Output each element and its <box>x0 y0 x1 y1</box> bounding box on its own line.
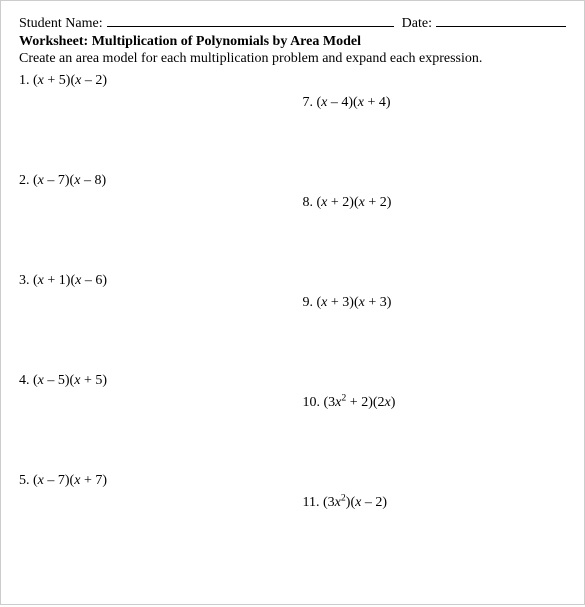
problem-number: 4. <box>19 373 30 388</box>
problem-number: 2. <box>19 173 30 188</box>
problem-9: 9. (x + 3)(x + 3) <box>303 295 567 395</box>
problem-number: 7. <box>303 95 314 110</box>
problem-4: 4. (x – 5)(x + 5) <box>19 373 283 473</box>
problem-expression: (x + 1)(x – 6) <box>33 273 107 288</box>
left-column: 1. (x + 5)(x – 2) 2. (x – 7)(x – 8) 3. (… <box>19 73 283 595</box>
problem-expression: (3x2)(x – 2) <box>323 495 387 510</box>
problem-number: 1. <box>19 73 30 88</box>
problem-3: 3. (x + 1)(x – 6) <box>19 273 283 373</box>
problem-10: 10. (3x2 + 2)(2x) <box>303 395 567 495</box>
right-column: 7. (x – 4)(x + 4) 8. (x + 2)(x + 2) 9. (… <box>303 73 567 595</box>
worksheet-instructions: Create an area model for each multiplica… <box>19 51 566 67</box>
problem-2: 2. (x – 7)(x – 8) <box>19 173 283 273</box>
problem-7: 7. (x – 4)(x + 4) <box>303 95 567 195</box>
student-name-label: Student Name: <box>19 16 103 32</box>
problem-number: 3. <box>19 273 30 288</box>
problem-1: 1. (x + 5)(x – 2) <box>19 73 283 173</box>
problem-number: 8. <box>303 195 314 210</box>
problem-expression: (3x2 + 2)(2x) <box>324 395 396 410</box>
date-blank[interactable] <box>436 13 566 27</box>
problem-expression: (x + 5)(x – 2) <box>33 73 107 88</box>
problem-number: 10. <box>303 395 321 410</box>
worksheet-title: Worksheet: Multiplication of Polynomials… <box>19 34 566 50</box>
date-label: Date: <box>402 16 432 32</box>
problem-expression: (x – 7)(x + 7) <box>33 473 107 488</box>
problem-expression: (x – 5)(x + 5) <box>33 373 107 388</box>
student-name-blank[interactable] <box>107 13 394 27</box>
problem-number: 11. <box>303 495 320 510</box>
worksheet-page: Student Name: Date: Worksheet: Multiplic… <box>1 1 584 607</box>
problem-5: 5. (x – 7)(x + 7) <box>19 473 283 573</box>
problems-columns: 1. (x + 5)(x – 2) 2. (x – 7)(x – 8) 3. (… <box>19 73 566 595</box>
problem-expression: (x + 3)(x + 3) <box>317 295 392 310</box>
problem-expression: (x – 7)(x – 8) <box>33 173 106 188</box>
problem-expression: (x – 4)(x + 4) <box>317 95 391 110</box>
problem-number: 5. <box>19 473 30 488</box>
problem-11: 11. (3x2)(x – 2) <box>303 495 567 595</box>
problem-number: 9. <box>303 295 314 310</box>
problem-expression: (x + 2)(x + 2) <box>317 195 392 210</box>
header-line: Student Name: Date: <box>19 13 566 32</box>
problem-8: 8. (x + 2)(x + 2) <box>303 195 567 295</box>
